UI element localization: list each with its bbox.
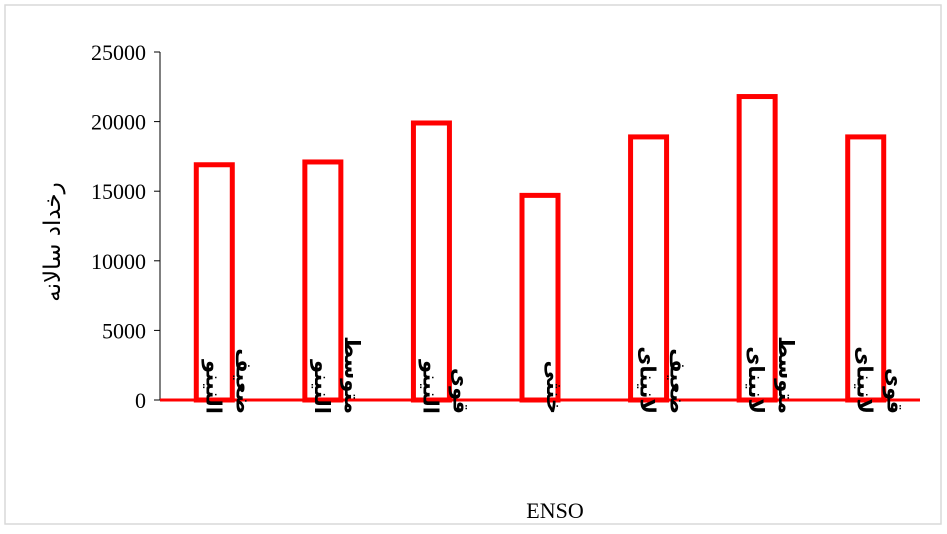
x-tick-label: لانینای (853, 346, 877, 414)
y-axis-title: رخداد سالانه (40, 182, 66, 301)
y-axis: 0 5000 10000 15000 20000 25000 (91, 40, 161, 413)
y-tick-label: 10000 (91, 249, 146, 274)
y-tick-label: 5000 (102, 318, 146, 343)
chart-frame (4, 4, 942, 525)
x-axis-title: ENSO (526, 498, 583, 523)
x-tick-label: النینو (418, 359, 442, 414)
y-tick-label: 25000 (91, 40, 146, 65)
x-tick-label: قوی (448, 368, 472, 414)
y-tick-label: 20000 (91, 110, 146, 135)
bars (160, 94, 920, 403)
x-tick-label: متوسط (340, 336, 364, 414)
y-tick-label: 0 (135, 388, 146, 413)
bar (628, 134, 670, 403)
bar (410, 120, 452, 403)
y-tick-label: 15000 (91, 179, 146, 204)
x-tick-label: خنثی (542, 360, 566, 414)
bar (193, 162, 235, 403)
x-tick-label: لانینای (636, 346, 660, 414)
x-tick-label: قوی (883, 368, 907, 414)
x-tick-label: لانینای (744, 346, 768, 414)
x-tick-label: متوسط (774, 336, 798, 414)
x-tick-label: ضعیف (231, 348, 255, 414)
bar (519, 192, 561, 403)
x-tick-label: ضعیف (666, 348, 690, 414)
bar (736, 94, 778, 403)
x-tick-label: النینو (310, 359, 334, 414)
x-tick-label: النینو (201, 359, 225, 414)
x-tick-labels: النینو ضعیف النینو متوسط النینو قوی خنثی لانینا… (201, 336, 906, 414)
bar (302, 159, 344, 403)
